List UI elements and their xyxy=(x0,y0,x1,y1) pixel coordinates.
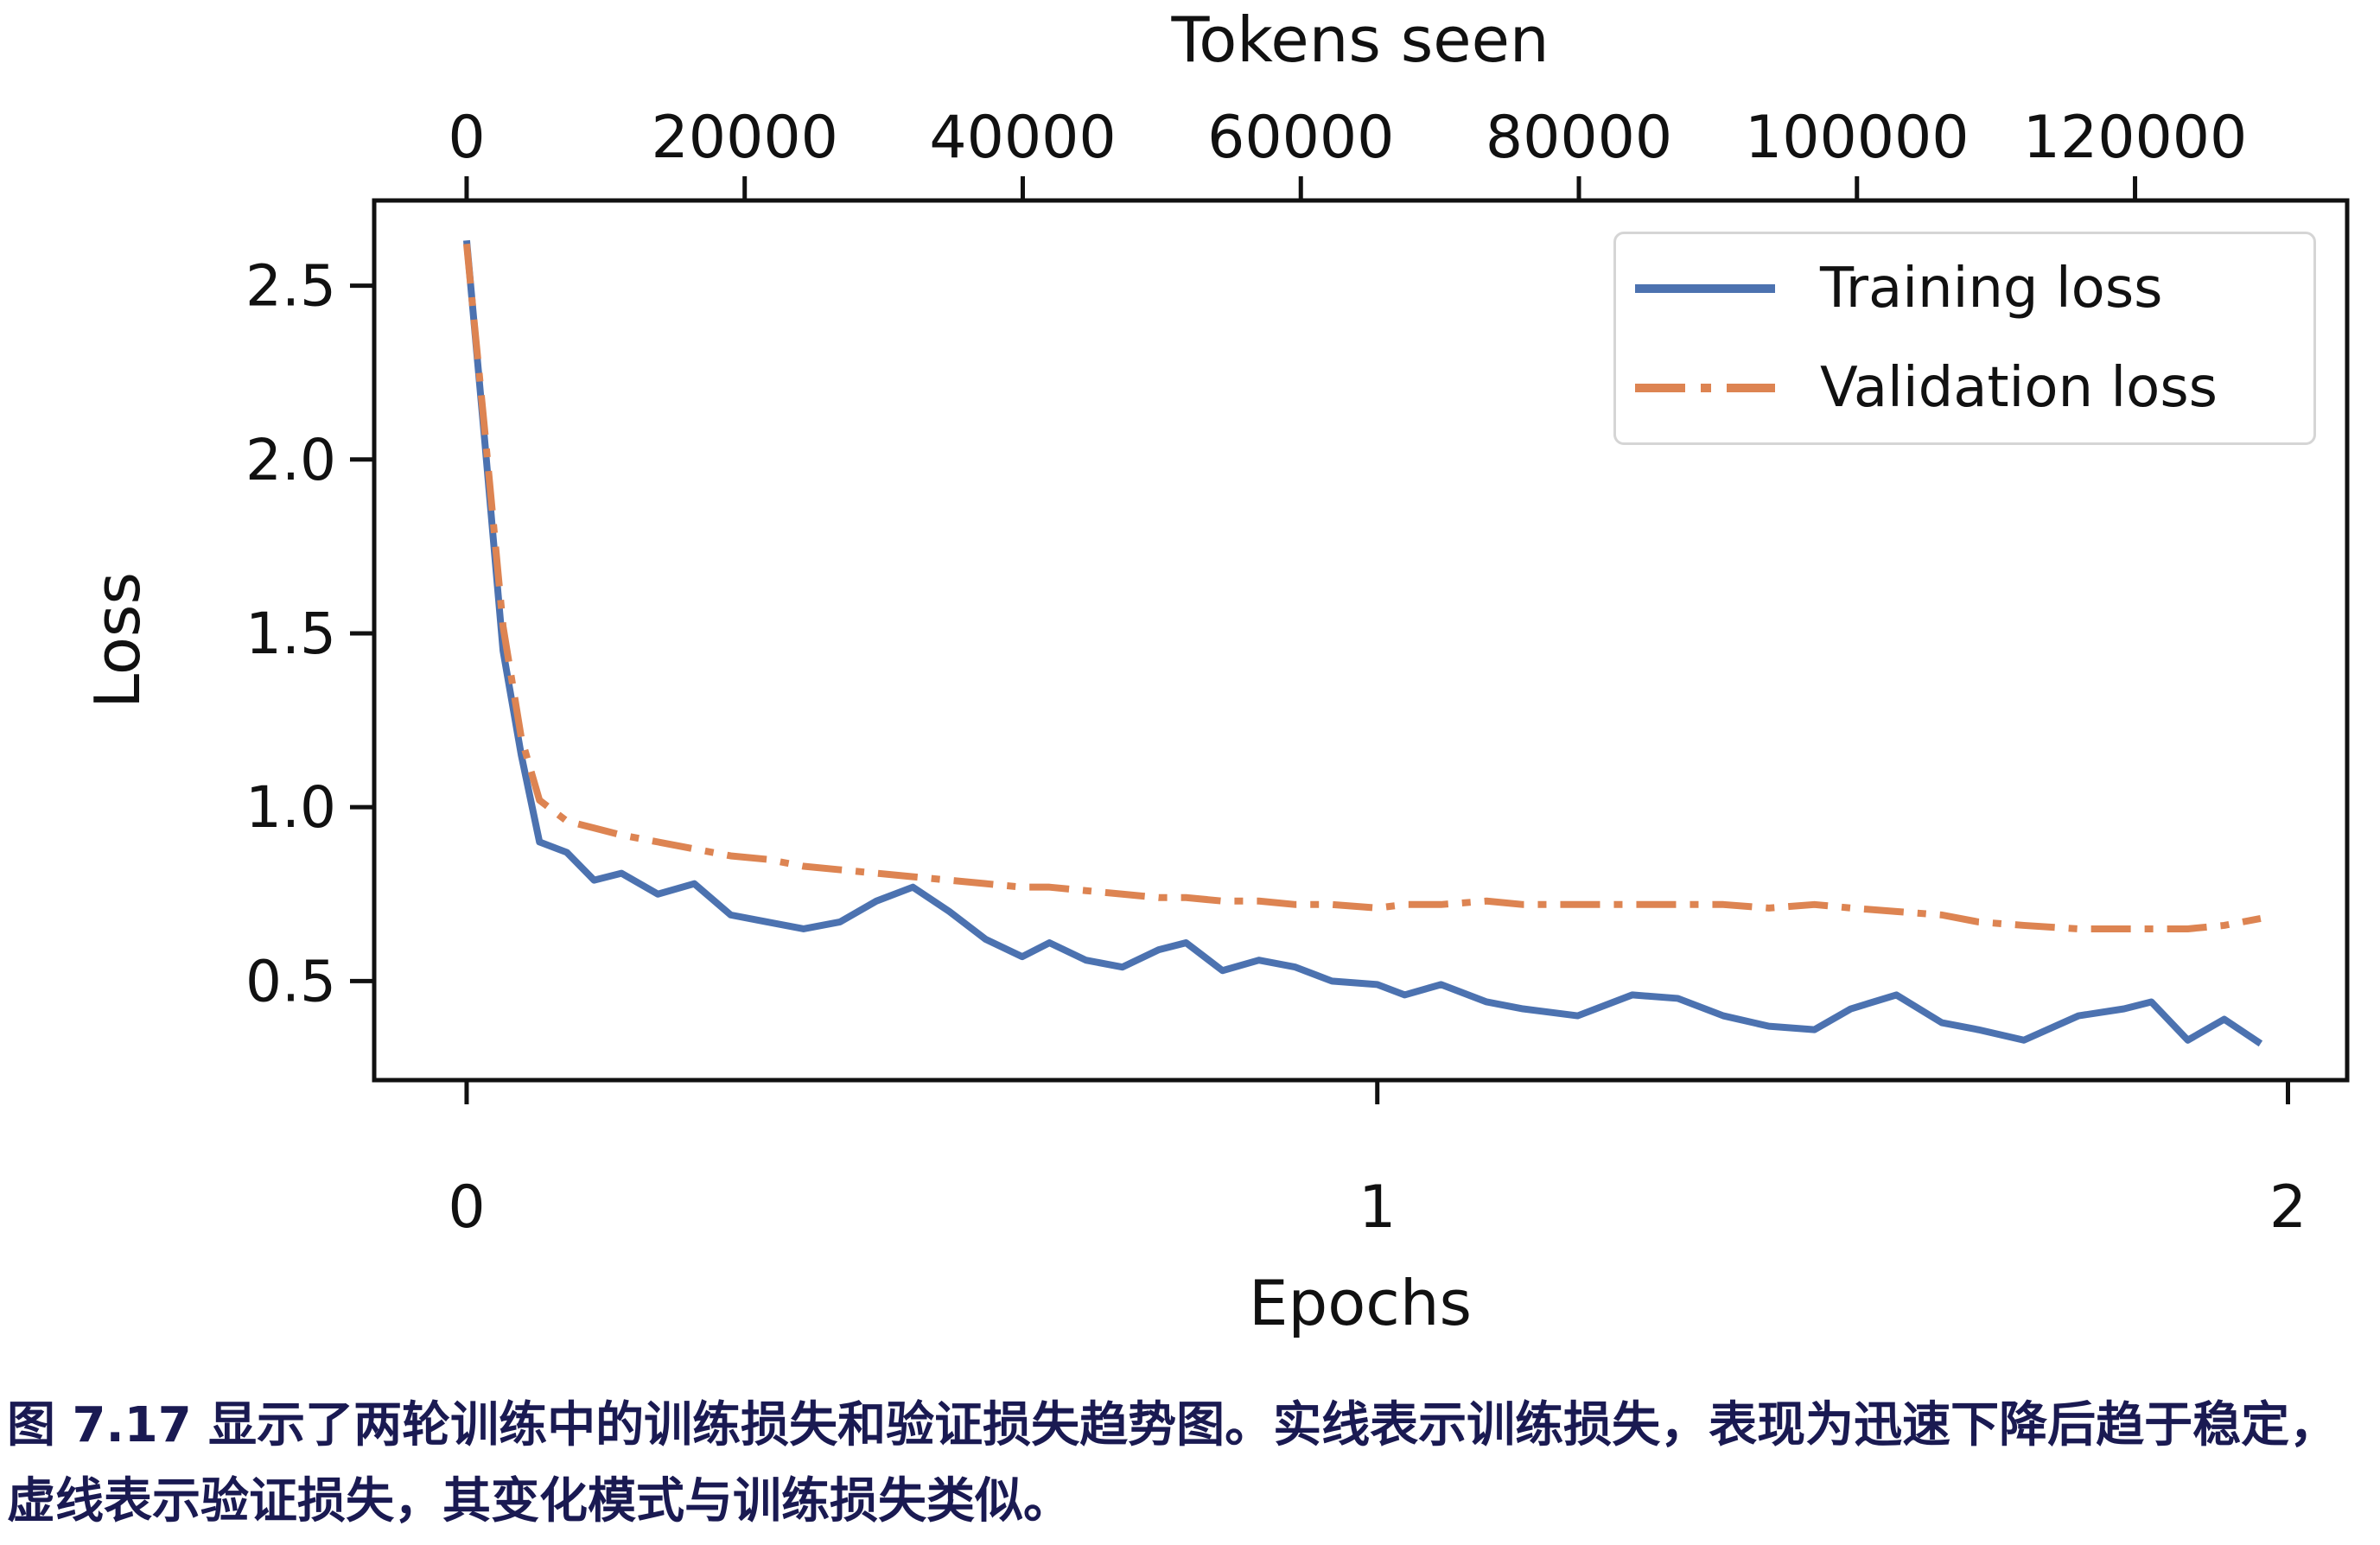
loss-chart: 0 1 2 0.5 1.0 1.5 2.0 2.5 0 20000 40000 60000 80000 1… xyxy=(245,104,2350,1242)
x-axis-tick-label: 0 xyxy=(448,1173,485,1242)
legend: Training loss Validation loss xyxy=(1613,232,2316,445)
top-axis-tick-label: 120000 xyxy=(2023,104,2248,172)
y-axis-tick-label: 2.0 xyxy=(245,427,336,493)
y-axis-tick-label: 1.0 xyxy=(245,774,336,841)
figure-caption-line-2: 虚线表示验证损失，其变化模式与训练损失类似。 xyxy=(7,1473,1072,1529)
training-loss-curve xyxy=(462,239,2263,1047)
validation-loss-line-icon xyxy=(1635,383,1775,392)
y-axis-tick-label: 2.5 xyxy=(245,253,336,320)
top-axis-tick-label: 80000 xyxy=(1486,104,1672,172)
x-axis-title: Epochs xyxy=(1249,1267,1472,1339)
validation-loss-curve xyxy=(462,243,2262,932)
x-axis-tick-label: 2 xyxy=(2269,1173,2307,1242)
plot-border xyxy=(372,198,2350,1083)
legend-item-training-loss: Training loss xyxy=(1616,257,2313,321)
legend-label-validation-loss: Validation loss xyxy=(1820,355,2218,420)
top-axis-tick-label: 0 xyxy=(448,104,485,172)
figure-caption-line-1: 图 7.17 显示了两轮训练中的训练损失和验证损失趋势图。实线表示训练损失，表现… xyxy=(7,1397,2339,1453)
top-axis-title: Tokens seen xyxy=(1171,3,1550,76)
y-axis-tick-label: 0.5 xyxy=(245,948,336,1014)
y-axis-title: Loss xyxy=(81,572,154,709)
training-loss-line-icon xyxy=(1635,284,1775,294)
top-axis-tick-label: 100000 xyxy=(1745,104,1970,172)
legend-item-validation-loss: Validation loss xyxy=(1616,356,2313,420)
top-axis-tick-label: 40000 xyxy=(929,104,1116,172)
x-axis-tick-label: 1 xyxy=(1359,1173,1396,1242)
y-axis-tick-label: 1.5 xyxy=(245,601,336,667)
top-axis-tick-label: 60000 xyxy=(1207,104,1394,172)
legend-label-training-loss: Training loss xyxy=(1820,257,2163,321)
figure-caption: 图 7.17 显示了两轮训练中的训练损失和验证损失趋势图。实线表示训练损失，表现… xyxy=(7,1388,2378,1540)
top-axis-tick-label: 20000 xyxy=(652,104,838,172)
